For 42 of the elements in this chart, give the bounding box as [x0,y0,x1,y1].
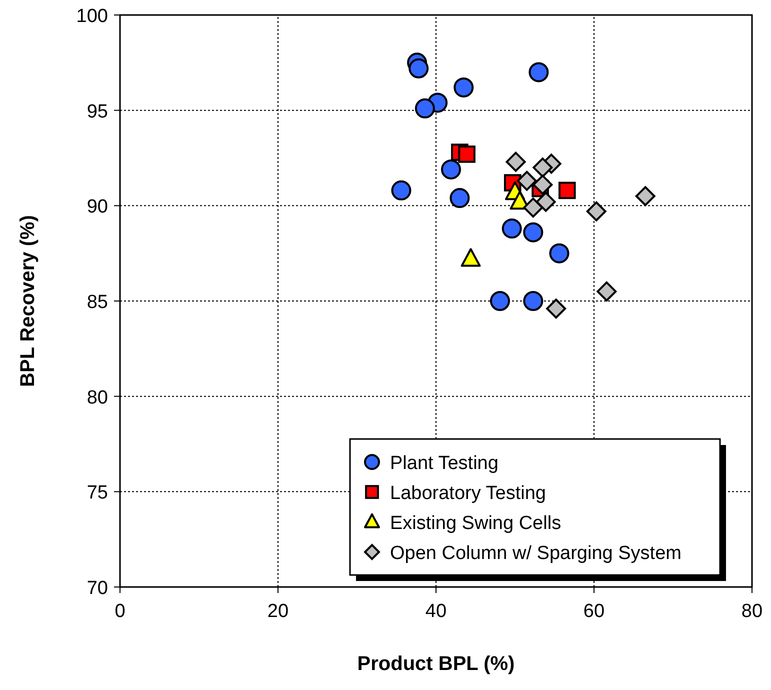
y-axis-title: BPL Recovery (%) [17,215,39,387]
x-tick-label: 80 [741,601,763,622]
point [596,281,617,302]
point [414,98,435,118]
point [516,170,537,191]
legend-label: Existing Swing Cells [390,513,562,534]
point [502,218,522,239]
y-tick-label: 80 [86,387,108,408]
legend-label: Plant Testing [390,453,498,474]
point [528,62,549,82]
legend-label: Open Column w/ Sparging System [390,543,682,564]
x-tick-label: 40 [425,601,447,622]
y-tick-label: 95 [86,101,108,122]
point [408,58,429,78]
x-tick-label: 20 [267,601,289,622]
x-tick-label: 60 [583,601,605,622]
point [532,158,553,178]
y-tick-label: 85 [86,292,108,313]
point [450,188,470,208]
point [546,298,566,319]
point [523,222,544,242]
point [549,243,570,264]
point [506,152,526,172]
point [536,192,556,212]
point [558,182,576,200]
y-tick-label: 75 [86,482,108,504]
point [586,201,606,222]
y-tick-label: 70 [86,578,108,599]
point [635,186,656,206]
point [532,174,553,195]
point [441,159,462,180]
point [523,291,544,311]
point [490,291,510,311]
x-tick-label: 0 [114,601,126,622]
y-tick-label: 90 [86,196,108,218]
point [523,198,544,218]
x-axis-title: Product BPL (%) [357,653,515,675]
point [454,77,474,98]
point [391,180,412,200]
point [458,146,476,163]
legend-label: Laboratory Testing [390,483,546,504]
y-tick-label: 100 [76,6,108,27]
